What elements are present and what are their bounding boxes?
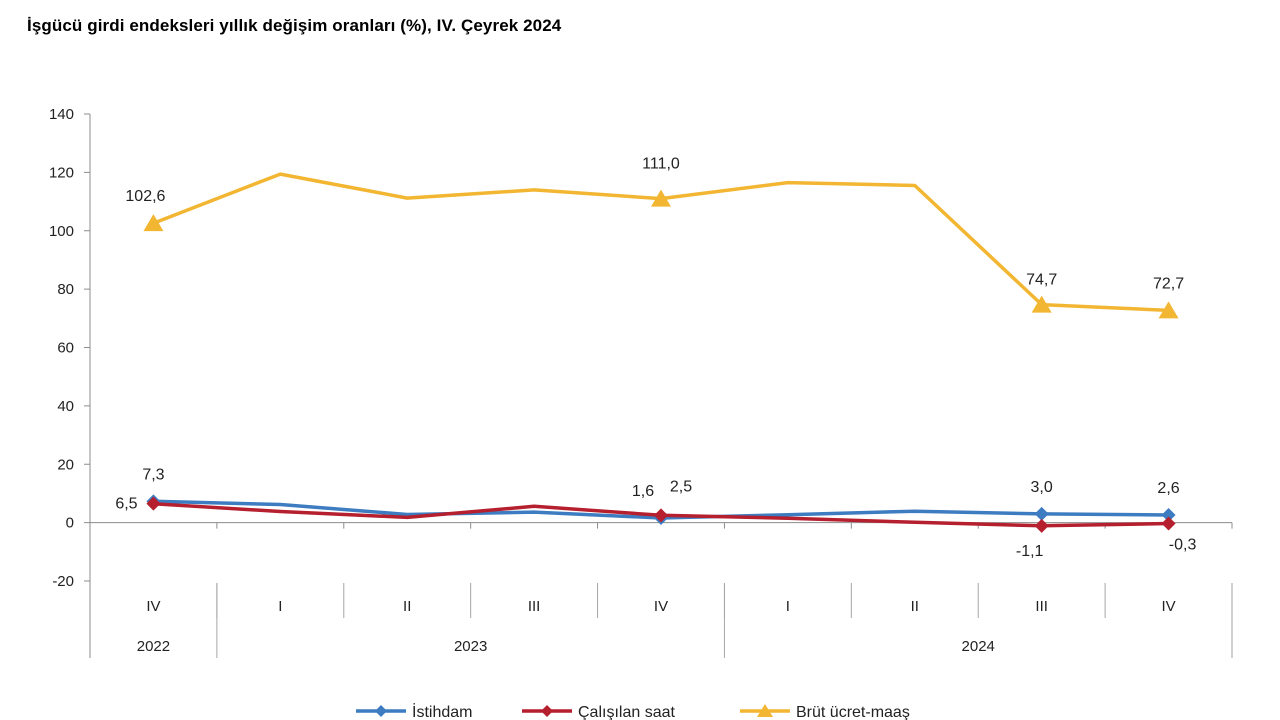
data-point bbox=[1034, 518, 1049, 533]
y-tick-label: -20 bbox=[52, 573, 74, 590]
data-label: 1,6 bbox=[632, 483, 654, 500]
legend-label: Brüt ücret-maaş bbox=[796, 704, 910, 720]
quarter-label: II bbox=[911, 598, 919, 615]
year-label: 2024 bbox=[962, 638, 995, 655]
quarter-label: I bbox=[278, 598, 282, 615]
quarter-label: II bbox=[403, 598, 411, 615]
data-point bbox=[1158, 301, 1179, 319]
year-label: 2022 bbox=[137, 638, 170, 655]
quarter-label: IV bbox=[146, 598, 160, 615]
data-label: 2,5 bbox=[670, 478, 692, 495]
year-label: 2023 bbox=[454, 638, 487, 655]
quarter-label: III bbox=[528, 598, 541, 615]
quarter-label: IV bbox=[1161, 598, 1175, 615]
y-tick-label: 0 bbox=[66, 515, 74, 532]
y-tick-label: 80 bbox=[57, 281, 74, 298]
data-point bbox=[654, 508, 668, 523]
legend-marker bbox=[541, 705, 553, 717]
quarter-label: III bbox=[1035, 598, 1048, 615]
data-label: 102,6 bbox=[125, 188, 165, 205]
data-point bbox=[143, 214, 164, 232]
series-layer bbox=[143, 172, 1179, 533]
data-point bbox=[651, 189, 671, 207]
y-tick-label: 20 bbox=[57, 456, 74, 473]
y-tick-label: 120 bbox=[49, 164, 74, 181]
y-tick-label: 40 bbox=[57, 398, 74, 415]
data-point bbox=[1161, 508, 1176, 523]
data-label: -1,1 bbox=[1016, 543, 1044, 560]
legend-marker bbox=[757, 704, 773, 717]
quarter-label: I bbox=[786, 598, 790, 615]
y-tick-label: 140 bbox=[49, 106, 74, 123]
data-label: 2,6 bbox=[1157, 480, 1179, 497]
quarter-label: IV bbox=[654, 598, 668, 615]
data-labels: 7,3 1,6 3,0 2,6 6,5 2,5 -1,1 -0,3 102,6 111,0 74,7… bbox=[115, 156, 1196, 560]
data-point bbox=[1034, 506, 1049, 521]
y-tick-label: 100 bbox=[49, 223, 74, 240]
legend-marker bbox=[375, 705, 387, 717]
data-label: 72,7 bbox=[1153, 275, 1184, 292]
data-label: -0,3 bbox=[1169, 537, 1197, 554]
data-label: 111,0 bbox=[642, 156, 680, 173]
data-label: 6,5 bbox=[115, 496, 137, 513]
data-label: 74,7 bbox=[1026, 272, 1057, 289]
data-point bbox=[1161, 516, 1176, 531]
data-point bbox=[1031, 295, 1052, 313]
data-point bbox=[146, 496, 161, 511]
chart-title: İşgücü girdi endeksleri yıllık değişim o… bbox=[27, 16, 562, 35]
legend-label: Çalışılan saat bbox=[578, 704, 675, 720]
y-tick-label: 60 bbox=[57, 340, 74, 357]
data-label: 7,3 bbox=[142, 466, 164, 483]
data-label: 3,0 bbox=[1031, 479, 1053, 496]
legend-label: İstihdam bbox=[412, 702, 472, 720]
legend: İstihdam Çalışılan saat Brüt ücret-maaş bbox=[356, 702, 910, 720]
